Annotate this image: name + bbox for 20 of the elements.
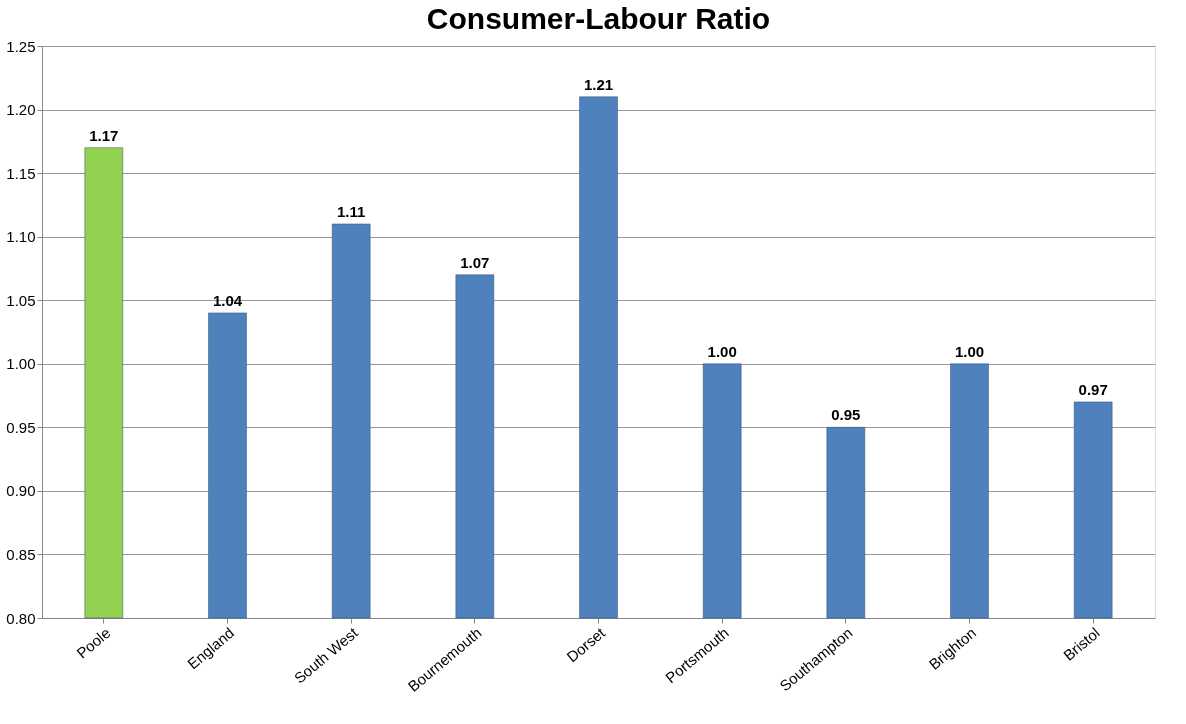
y-tick-label: 1.25 bbox=[6, 37, 36, 55]
data-label: 0.95 bbox=[831, 406, 861, 424]
y-tick-label: 1.15 bbox=[6, 164, 36, 182]
y-tick-label: 1.20 bbox=[6, 101, 36, 119]
y-tick-label: 1.00 bbox=[6, 355, 36, 373]
data-label: 1.07 bbox=[460, 253, 490, 271]
y-tick-label: 0.90 bbox=[6, 482, 36, 500]
data-label: 0.97 bbox=[1078, 380, 1108, 398]
y-tick-label: 0.95 bbox=[6, 418, 36, 436]
y-tick-label: 0.85 bbox=[6, 545, 36, 563]
data-label: 1.17 bbox=[89, 126, 119, 144]
data-label: 1.00 bbox=[954, 342, 985, 360]
y-tick-label: 1.10 bbox=[6, 228, 36, 246]
data-label: 1.04 bbox=[212, 291, 243, 309]
data-label: 1.11 bbox=[336, 202, 366, 220]
y-tick-label: 0.80 bbox=[6, 609, 36, 627]
y-tick-label: 1.05 bbox=[6, 291, 36, 309]
data-label: 1.21 bbox=[583, 75, 614, 93]
data-label: 1.00 bbox=[707, 342, 737, 360]
chart-title: Consumer-Labour Ratio bbox=[426, 2, 771, 35]
